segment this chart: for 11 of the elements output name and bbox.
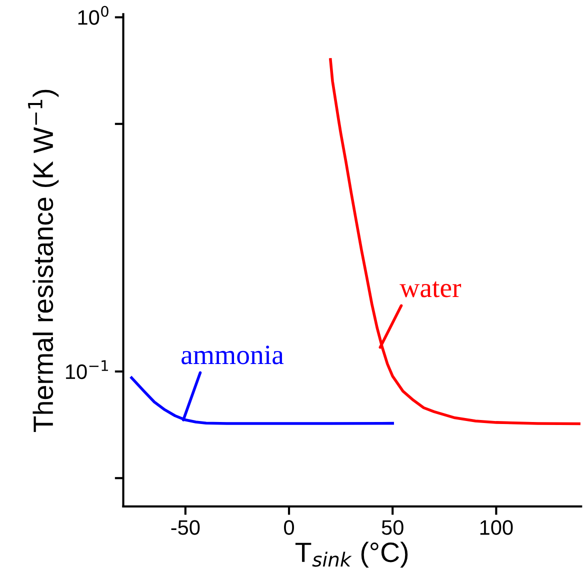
x-tick-label: 100 [480,520,513,535]
y-axis-title: Thermal resistance (K W$^{−1}$) [28,90,59,432]
x-tick-label: -50 [171,520,200,535]
y-tick-label: 10$^{0}$ [78,6,108,25]
annotation: water [400,281,462,298]
x-tick-label: 0 [284,520,294,535]
annotation: ammonia [182,346,284,364]
line-series [329,58,580,426]
y-tick-label: 10$^{−1}$ [66,360,108,380]
x-tick-label: 50 [382,520,404,535]
x-axis-title: T$_{sink}$ (°C) [295,542,408,568]
